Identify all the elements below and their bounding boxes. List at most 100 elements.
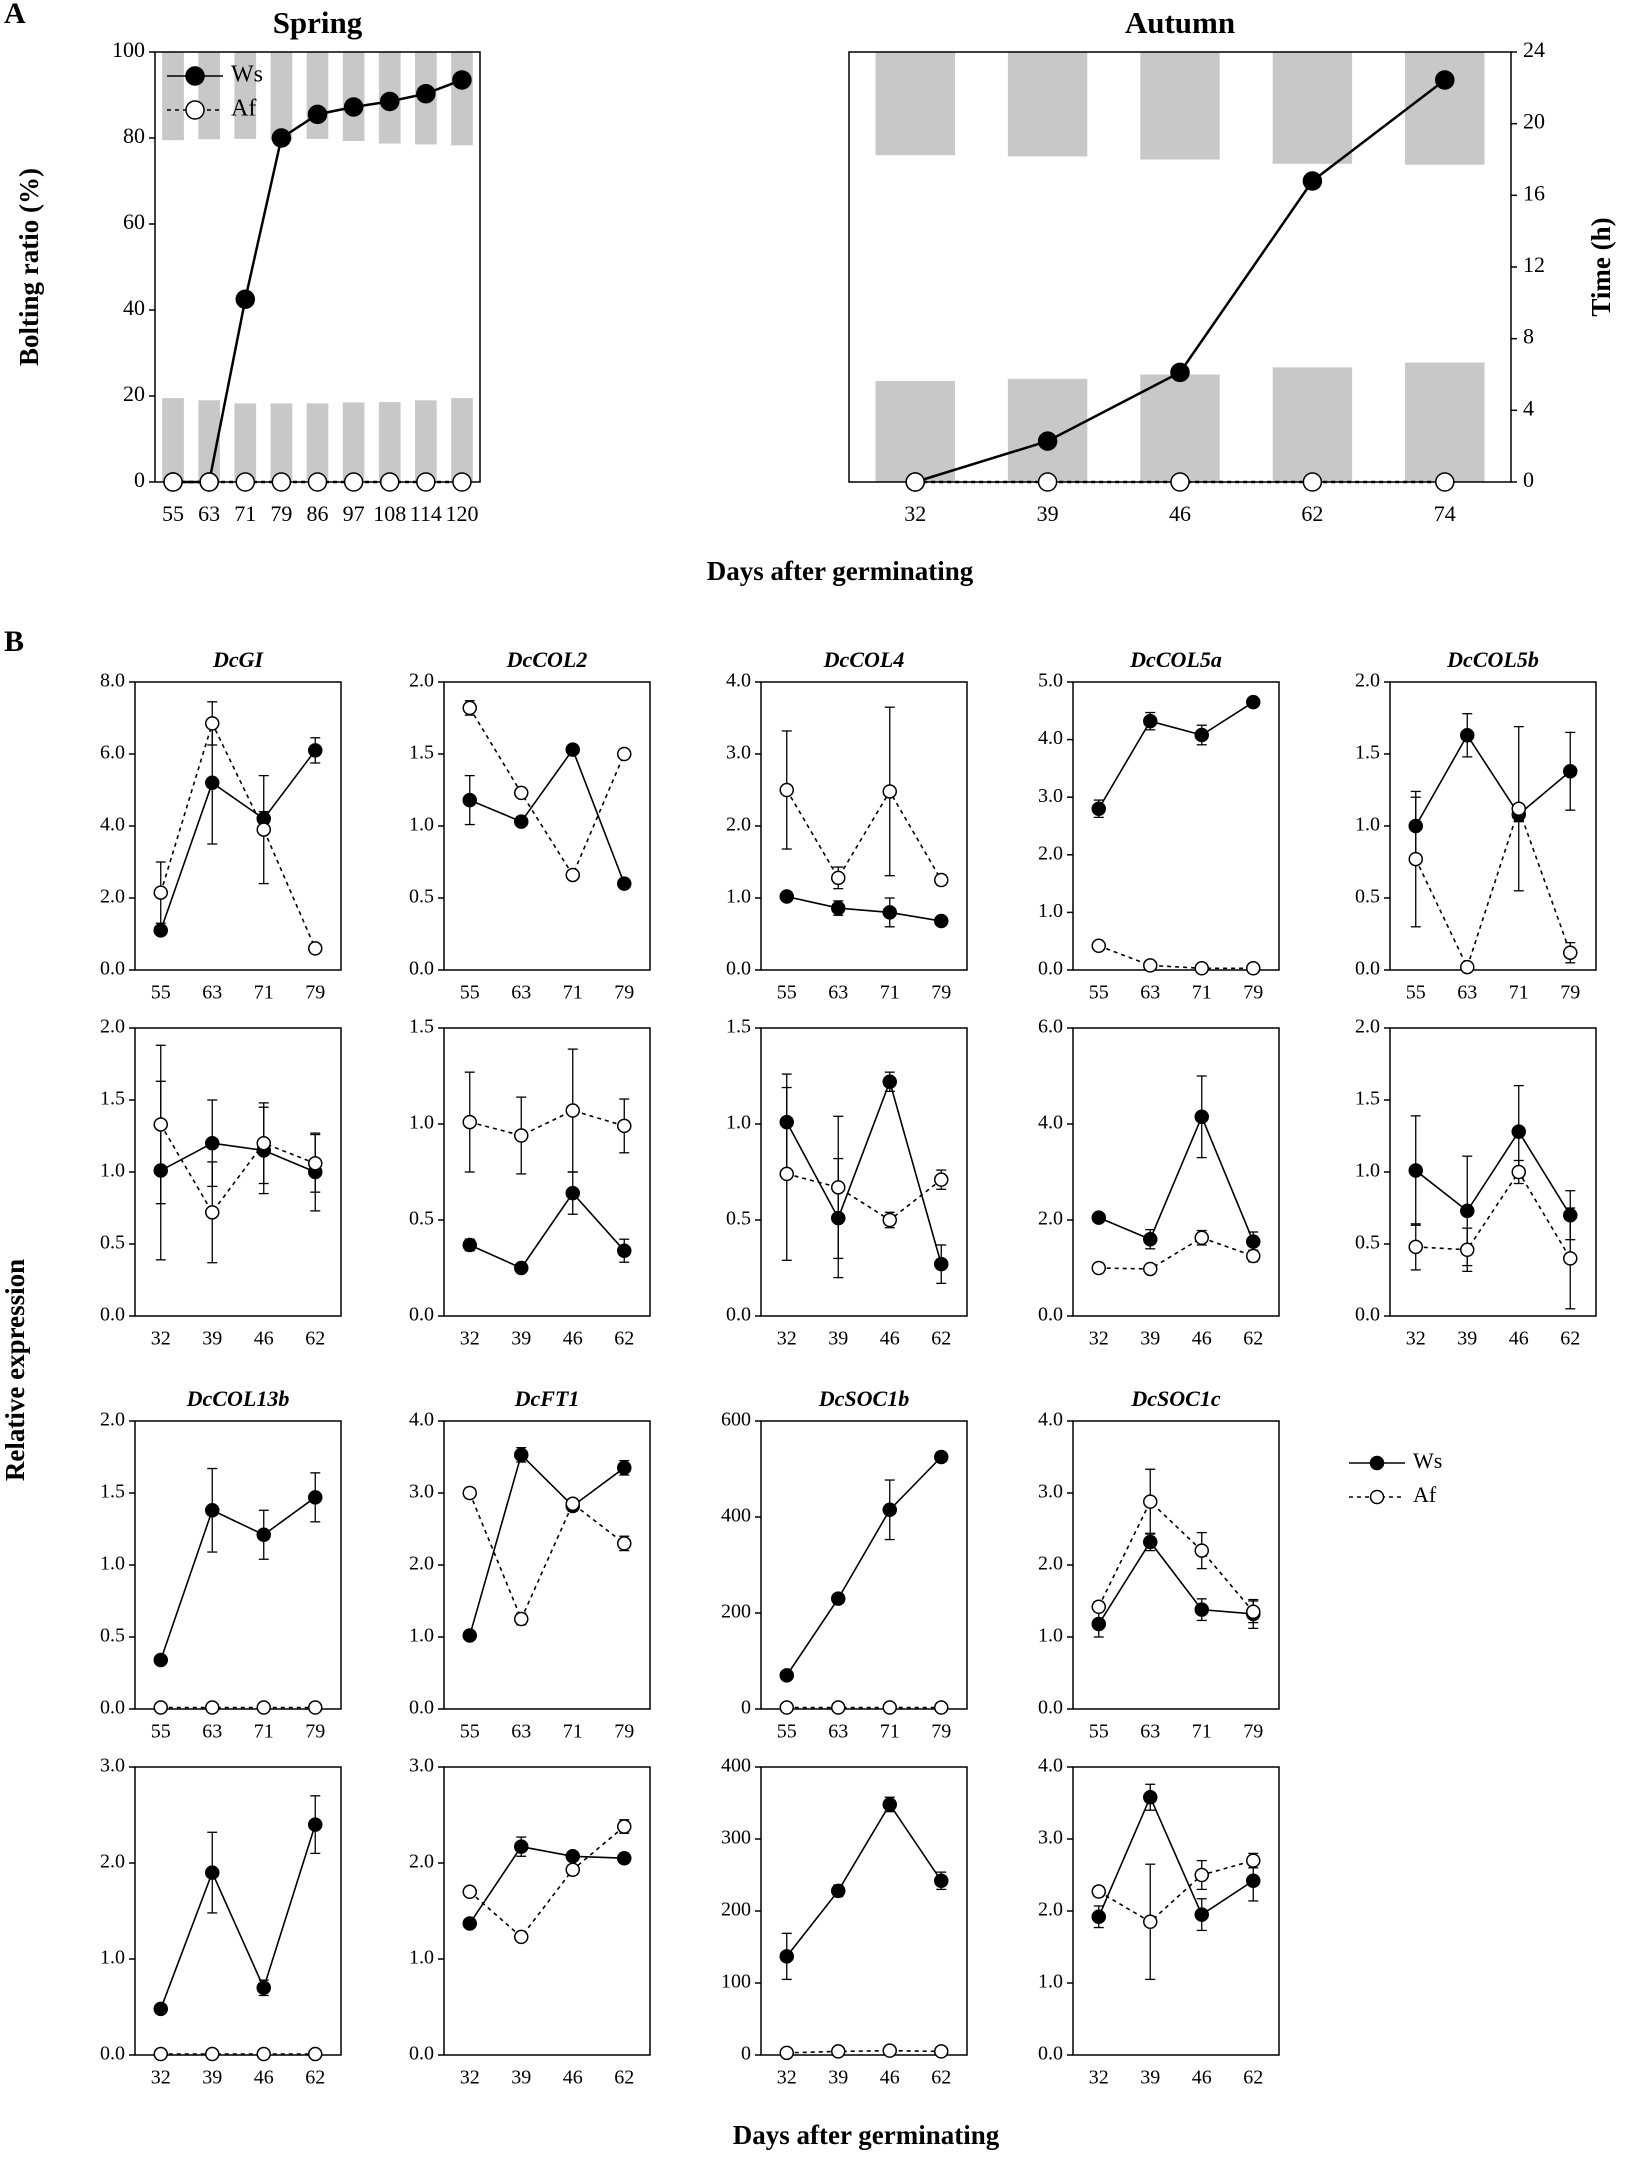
marker bbox=[235, 472, 256, 492]
x-tick-label: 39 bbox=[511, 1328, 531, 1350]
x-tick-label: 108 bbox=[373, 501, 406, 526]
marker bbox=[307, 472, 328, 492]
marker bbox=[565, 1185, 580, 1201]
y-tick-label: 600 bbox=[721, 1409, 751, 1431]
x-axis-label: Days after germinating bbox=[733, 2120, 1000, 2150]
series-line bbox=[786, 1456, 942, 1676]
x-tick-label: 62 bbox=[614, 2067, 634, 2089]
y-tick-label: 0.0 bbox=[409, 1304, 434, 1326]
x-tick-label: 32 bbox=[1406, 1328, 1426, 1350]
x-tick-label: 39 bbox=[828, 2067, 848, 2089]
x-tick-label: 63 bbox=[1457, 982, 1477, 1004]
marker bbox=[462, 1237, 477, 1253]
marker bbox=[831, 1883, 846, 1899]
marker bbox=[1302, 171, 1323, 191]
x-tick-label: 39 bbox=[828, 1328, 848, 1350]
x-tick-label: 71 bbox=[254, 1721, 274, 1743]
marker bbox=[308, 2046, 323, 2062]
series-line bbox=[1415, 733, 1571, 827]
night-bar bbox=[306, 403, 329, 482]
night-bar bbox=[1405, 362, 1485, 482]
night-bar bbox=[451, 398, 473, 482]
y2-tick-label: 4 bbox=[1523, 395, 1534, 420]
marker bbox=[1246, 1248, 1261, 1264]
marker bbox=[256, 1527, 271, 1543]
x-tick-label: 46 bbox=[563, 2067, 583, 2089]
y-tick-label: 1.0 bbox=[1038, 1625, 1063, 1647]
x-tick-label: 39 bbox=[1037, 501, 1059, 526]
y-tick-label: 1.5 bbox=[100, 1088, 125, 1110]
series-line bbox=[1098, 1540, 1254, 1625]
x-tick-label: 46 bbox=[563, 1328, 583, 1350]
y-tick-label: 0.0 bbox=[100, 958, 125, 980]
marker bbox=[379, 472, 400, 492]
chart-title: DcSOC1c bbox=[1130, 1386, 1220, 1411]
x-tick-label: 62 bbox=[1301, 501, 1323, 526]
night-bar bbox=[162, 52, 184, 141]
y-tick-label: 6.0 bbox=[100, 742, 125, 764]
y-tick-label: 2.0 bbox=[1038, 1208, 1063, 1230]
night-bar bbox=[1272, 367, 1353, 482]
y-tick-label: 1.0 bbox=[1355, 1160, 1380, 1182]
y-tick-label: 0.0 bbox=[1355, 958, 1380, 980]
y-tick-label: 0.0 bbox=[100, 2043, 125, 2065]
marker bbox=[452, 472, 472, 492]
y-tick-label: 4.0 bbox=[1038, 1755, 1063, 1777]
x-tick-label: 79 bbox=[305, 982, 325, 1004]
series-line bbox=[786, 789, 942, 881]
marker bbox=[462, 700, 477, 716]
marker bbox=[1143, 958, 1158, 973]
marker bbox=[779, 1166, 794, 1182]
night-bar bbox=[270, 52, 293, 141]
y-tick-label: 0.0 bbox=[100, 1697, 125, 1719]
series-line bbox=[1098, 945, 1254, 970]
x-tick-label: 63 bbox=[202, 982, 222, 1004]
y-tick-label: 2.0 bbox=[409, 1553, 434, 1575]
marker bbox=[199, 472, 219, 492]
legend-label: Ws bbox=[1413, 1448, 1442, 1473]
x-tick-label: 32 bbox=[1089, 1328, 1109, 1350]
y-tick-label: 0.5 bbox=[100, 1232, 125, 1254]
marker bbox=[882, 1700, 897, 1715]
marker bbox=[882, 1797, 897, 1812]
marker bbox=[1511, 1164, 1526, 1180]
marker bbox=[1460, 1242, 1475, 1258]
y2-tick-label: 20 bbox=[1523, 109, 1545, 134]
x-tick-label: 79 bbox=[1560, 982, 1580, 1004]
y-tick-label: 0.0 bbox=[1038, 1697, 1063, 1719]
x-tick-label: 32 bbox=[151, 1328, 171, 1350]
marker bbox=[617, 1819, 632, 1834]
x-tick-label: 39 bbox=[202, 1328, 222, 1350]
marker bbox=[882, 2043, 897, 2058]
x-tick-label: 62 bbox=[931, 2067, 951, 2089]
marker bbox=[934, 913, 949, 929]
y2-tick-label: 16 bbox=[1523, 180, 1545, 205]
plot-frame bbox=[1072, 681, 1280, 971]
y-tick-label: 2.0 bbox=[1355, 670, 1380, 692]
night-bar bbox=[162, 398, 184, 482]
night-bar bbox=[270, 403, 293, 482]
marker bbox=[1091, 1884, 1106, 1899]
night-bar bbox=[342, 52, 365, 142]
series-line bbox=[469, 1845, 625, 1924]
marker bbox=[205, 1503, 220, 1518]
marker bbox=[1563, 945, 1578, 960]
y-tick-label: 3.0 bbox=[1038, 1827, 1063, 1849]
night-bar bbox=[1140, 374, 1220, 482]
x-tick-label: 71 bbox=[563, 982, 583, 1004]
x-tick-label: 63 bbox=[1140, 982, 1160, 1004]
night-bar bbox=[234, 403, 257, 482]
y-tick-label: 1.0 bbox=[409, 1947, 434, 1969]
marker bbox=[1143, 1789, 1158, 1805]
marker bbox=[256, 1700, 271, 1715]
y-tick-label: 0 bbox=[134, 467, 145, 492]
x-tick-label: 63 bbox=[511, 982, 531, 1004]
x-tick-label: 71 bbox=[1509, 982, 1529, 1004]
y-tick-label: 2.0 bbox=[1038, 842, 1063, 864]
x-tick-label: 71 bbox=[1192, 982, 1212, 1004]
x-tick-label: 55 bbox=[1089, 1721, 1109, 1743]
y-tick-label: 0.0 bbox=[1038, 1304, 1063, 1326]
marker bbox=[565, 742, 580, 757]
y-tick-label: 0.5 bbox=[726, 1208, 751, 1230]
series-line bbox=[159, 749, 316, 931]
